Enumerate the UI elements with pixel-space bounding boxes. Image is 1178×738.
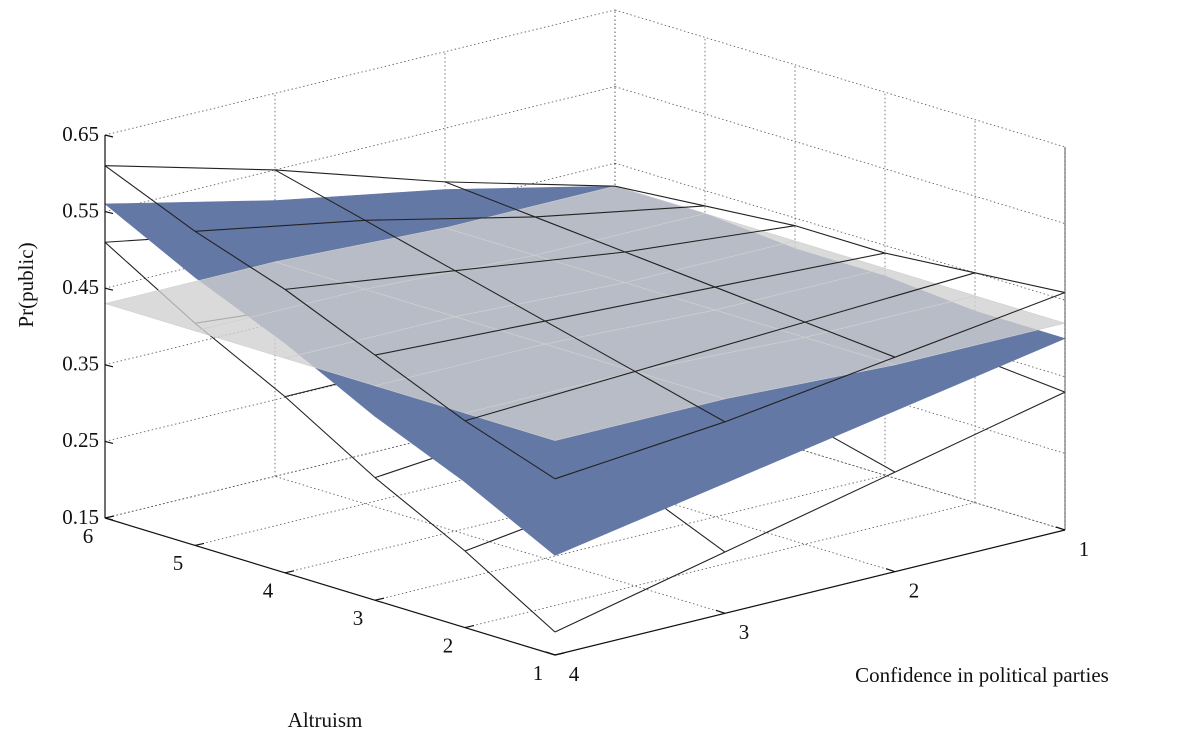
wire-segment xyxy=(724,471,896,553)
wire-segment xyxy=(554,421,726,480)
z-tick-label: 0.65 xyxy=(62,122,99,146)
wire-segment xyxy=(464,420,556,480)
y-tick xyxy=(374,597,385,601)
wire-segment xyxy=(634,370,726,423)
wire-segment xyxy=(714,286,806,323)
wire-segment xyxy=(444,181,536,218)
wire-segment xyxy=(804,321,896,358)
x-tick-label: 3 xyxy=(739,620,750,644)
wire-segment xyxy=(704,205,796,227)
z-tick xyxy=(104,211,114,215)
wire-segment xyxy=(614,185,706,207)
z-tick-label: 0.45 xyxy=(62,275,99,299)
z-tick-label: 0.15 xyxy=(62,505,99,529)
wire-segment xyxy=(284,288,376,356)
z-tick xyxy=(104,364,114,368)
x-axis xyxy=(554,529,1066,656)
y-tick-label: 6 xyxy=(83,524,94,548)
y-tick xyxy=(104,515,115,519)
y-tick xyxy=(464,625,475,629)
x-axis-label: Confidence in political parties xyxy=(855,663,1109,687)
wire-segment xyxy=(534,205,706,218)
wire-segment xyxy=(194,219,366,232)
wire-segment xyxy=(724,356,896,423)
wire-segment xyxy=(284,396,376,479)
z-tick-label: 0.35 xyxy=(62,352,99,376)
y-axis xyxy=(104,517,556,656)
y-tick xyxy=(554,652,565,656)
wire-segment xyxy=(444,181,616,187)
z-tick xyxy=(104,134,114,138)
wire-segment xyxy=(364,216,536,221)
wire-segment xyxy=(624,251,716,288)
y-tick-label: 5 xyxy=(173,551,184,575)
x-tick xyxy=(545,651,556,656)
z-tick-label: 0.55 xyxy=(62,198,99,222)
wire-segment xyxy=(284,270,456,290)
wire-segment xyxy=(794,225,886,254)
wire-segment xyxy=(804,272,976,323)
y-tick xyxy=(194,542,205,546)
axes: 0.15 0.25 0.35 0.45 0.55 0.65 1 2 3 4 5 6 1 2 3 4 xyxy=(62,122,1089,686)
wire-segment xyxy=(374,354,466,422)
wire-segment xyxy=(894,391,1066,473)
wire-segment xyxy=(714,252,886,288)
wire-segment xyxy=(364,219,456,272)
z-tick xyxy=(104,517,114,521)
wire-segment xyxy=(454,270,546,322)
y-tick-label: 2 xyxy=(443,633,454,657)
wire-segment xyxy=(624,225,796,253)
wire-segment xyxy=(274,169,446,183)
z-tick xyxy=(104,287,114,291)
grid-line xyxy=(104,9,616,136)
y-tick xyxy=(284,570,295,574)
x-tick-label: 4 xyxy=(569,662,580,686)
wire-segment xyxy=(544,320,636,372)
wire-segment xyxy=(894,292,1066,358)
x-tick xyxy=(885,568,896,573)
y-axis-label: Altruism xyxy=(288,708,363,732)
wire-segment xyxy=(554,551,726,633)
z-tick xyxy=(104,440,114,444)
x-tick-label: 1 xyxy=(1079,537,1090,561)
wire-segment xyxy=(634,321,806,372)
x-tick xyxy=(1055,526,1066,531)
wire-segment xyxy=(464,550,556,633)
wire-segment xyxy=(374,320,546,356)
z-tick-label: 0.25 xyxy=(62,428,99,452)
wire-segment xyxy=(194,230,286,290)
wire-segment xyxy=(104,165,196,232)
wire-segment xyxy=(274,169,366,221)
surfaces xyxy=(103,165,1067,633)
wire-segment xyxy=(464,370,636,422)
grid-line xyxy=(614,9,1066,148)
grid-line xyxy=(614,86,1066,224)
wire-segment xyxy=(544,286,716,322)
wire-segment xyxy=(374,477,466,552)
wire-segment xyxy=(884,252,976,274)
z-axis-label: Pr(public) xyxy=(14,242,38,327)
y-tick-label: 1 xyxy=(533,661,544,685)
wire-segment xyxy=(534,216,626,253)
x-tick-label: 2 xyxy=(909,578,920,602)
wire-segment xyxy=(974,272,1066,294)
y-tick-label: 4 xyxy=(263,579,274,603)
wire-segment xyxy=(104,165,276,171)
x-tick xyxy=(715,609,726,614)
y-tick-label: 3 xyxy=(353,606,364,630)
wire-segment xyxy=(454,251,626,272)
